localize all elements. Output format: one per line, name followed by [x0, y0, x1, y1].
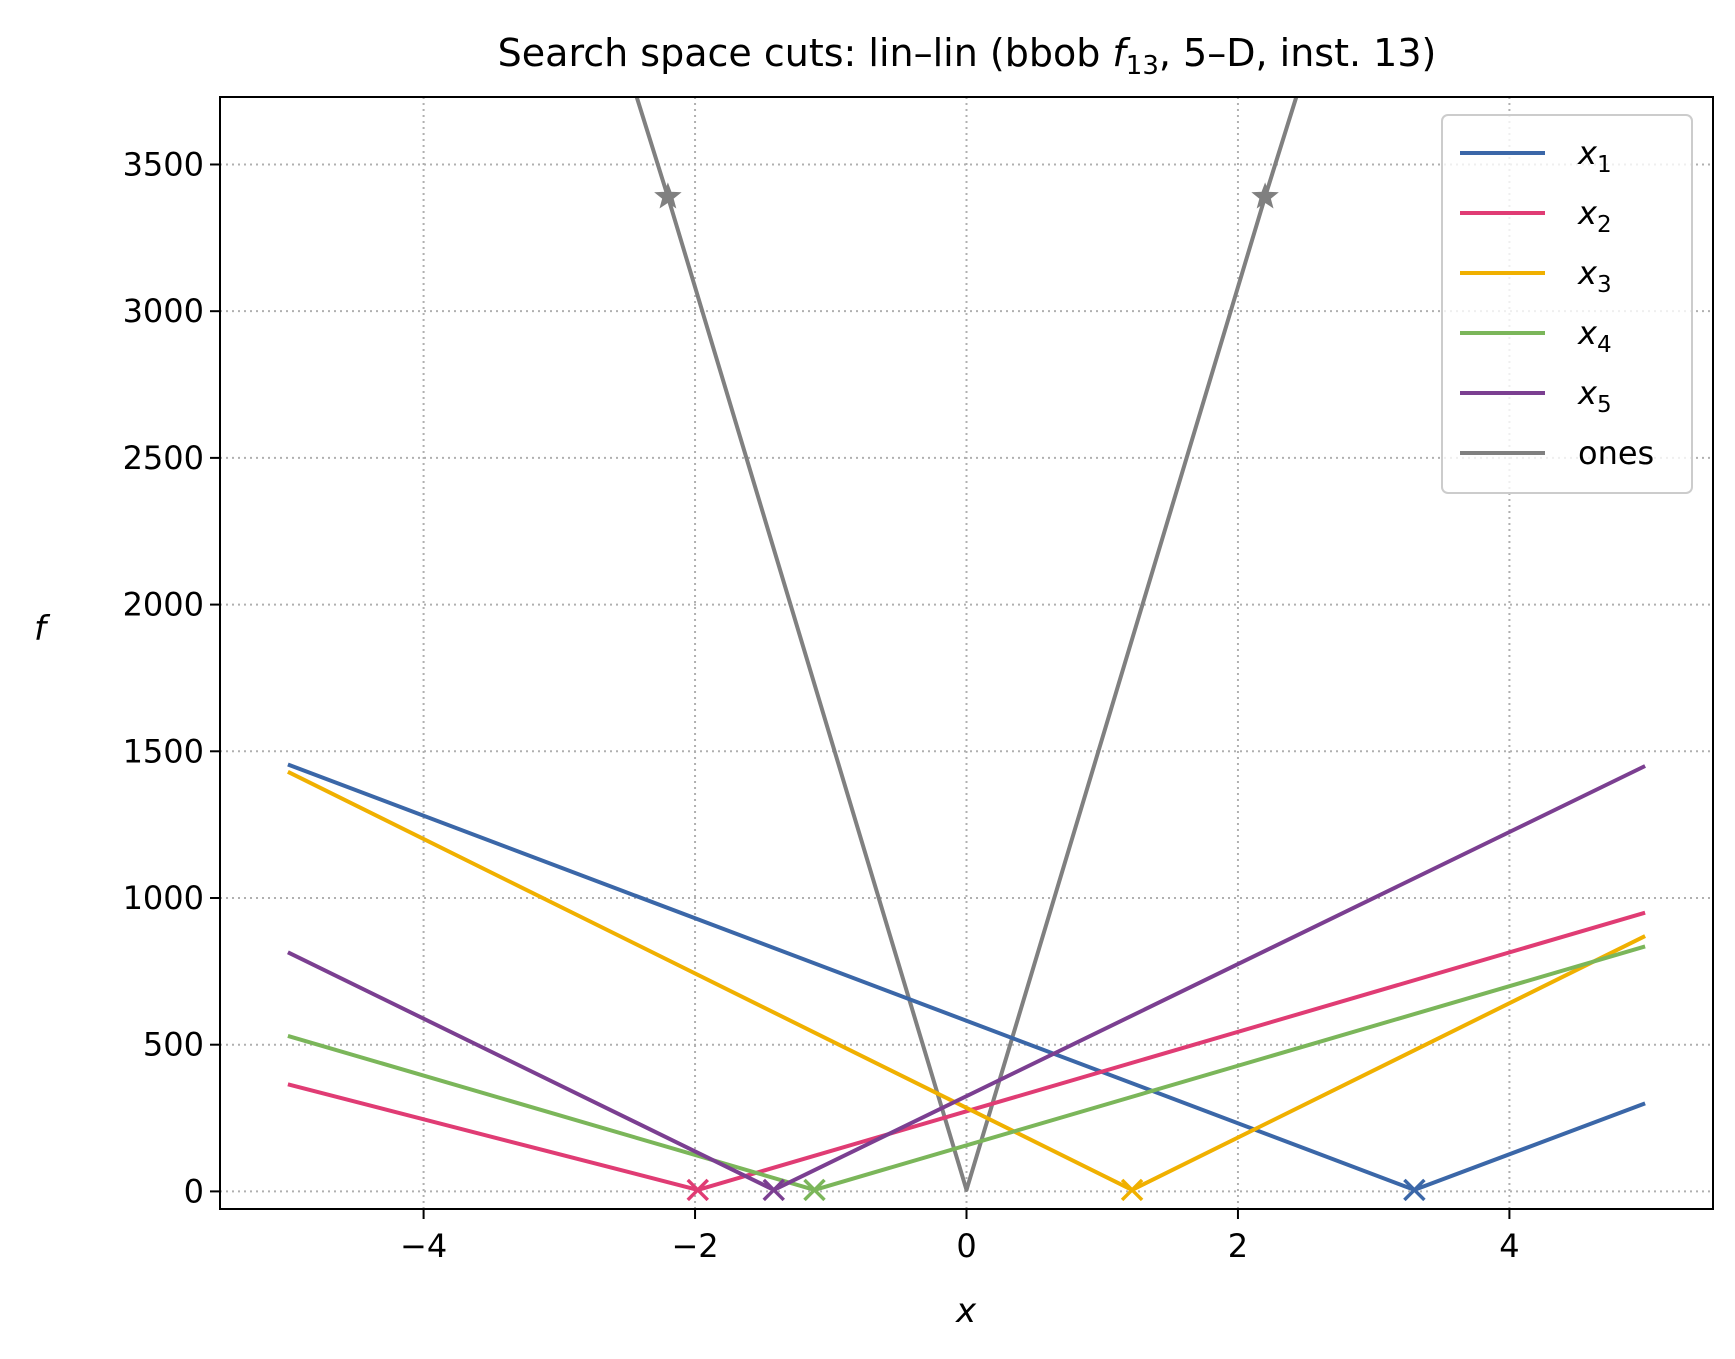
legend-label: x1	[1577, 134, 1612, 178]
minimum-marker-x3	[1120, 1178, 1144, 1202]
series-line-ones	[634, 96, 1299, 1192]
y-tick-label: 1500	[123, 732, 204, 770]
y-tick-label: 2500	[123, 439, 204, 477]
y-tick-label: 2000	[123, 586, 204, 624]
legend-box	[1441, 114, 1693, 494]
legend-entry-x5: x5	[1460, 374, 1612, 418]
star-marker-ones-1	[654, 182, 682, 209]
x-tick-label: −4	[400, 1227, 447, 1265]
x-tick-label: 2	[1228, 1227, 1248, 1265]
legend-label: x5	[1577, 374, 1612, 418]
minimum-marker-x5	[762, 1178, 786, 1202]
axis-ticks: −4 −2 0 2 4 0 500 1000 1500 2000 2500 3000 3500	[123, 145, 1520, 1265]
y-tick-label: 500	[143, 1026, 204, 1064]
legend-label: x3	[1577, 254, 1612, 298]
marker-layer	[654, 182, 1426, 1202]
legend-entry-x2: x2	[1460, 194, 1612, 238]
y-tick-label: 3500	[123, 145, 204, 183]
minimum-marker-x2	[686, 1178, 709, 1202]
minimum-marker-x1	[1403, 1178, 1426, 1202]
x-tick-label: −2	[671, 1227, 718, 1265]
y-tick-label: 1000	[123, 879, 204, 917]
legend-label: ones	[1578, 434, 1654, 472]
legend-entry-x1: x1	[1460, 134, 1612, 178]
y-tick-label: 0	[184, 1172, 204, 1210]
legend-label: x2	[1577, 194, 1612, 238]
x-axis-label: x	[955, 1291, 977, 1331]
star-marker-ones-2	[1251, 182, 1279, 209]
x-tick-label: 0	[956, 1227, 976, 1265]
legend-label: x4	[1577, 314, 1612, 358]
y-tick-label: 3000	[123, 292, 204, 330]
minimum-marker-x4	[803, 1178, 826, 1202]
legend-entry-x4: x4	[1460, 314, 1612, 358]
chart-title: Search space cuts: lin–lin (bbob f13, 5–…	[498, 31, 1437, 81]
legend-entry-x3: x3	[1460, 254, 1612, 298]
legend-entry-ones: ones	[1460, 434, 1654, 472]
x-tick-label: 4	[1499, 1227, 1519, 1265]
legend: x1 x2 x3 x4 x5 ones	[1441, 114, 1693, 494]
